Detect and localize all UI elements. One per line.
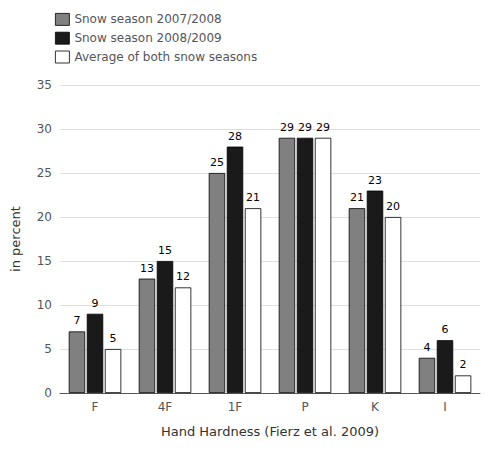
svg-text:5: 5 [44, 342, 52, 356]
svg-text:in percent: in percent [8, 206, 23, 272]
svg-text:F: F [92, 400, 99, 414]
svg-text:23: 23 [368, 174, 382, 187]
svg-text:Hand Hardness (Fierz et al. 20: Hand Hardness (Fierz et al. 2009) [161, 424, 379, 439]
svg-text:4: 4 [423, 341, 430, 354]
svg-text:29: 29 [280, 121, 294, 134]
svg-text:Snow season 2007/2008: Snow season 2007/2008 [74, 12, 221, 26]
svg-text:15: 15 [37, 254, 52, 268]
svg-text:K: K [371, 400, 380, 414]
svg-text:0: 0 [44, 386, 52, 400]
svg-text:28: 28 [228, 130, 242, 143]
svg-text:7: 7 [73, 314, 80, 327]
svg-text:13: 13 [140, 262, 154, 275]
svg-text:29: 29 [316, 121, 330, 134]
svg-text:15: 15 [158, 244, 172, 257]
svg-text:Average of both snow seasons: Average of both snow seasons [74, 50, 257, 64]
svg-text:4F: 4F [158, 400, 173, 414]
svg-text:Snow season 2008/2009: Snow season 2008/2009 [74, 31, 221, 45]
svg-text:5: 5 [110, 332, 117, 345]
svg-text:30: 30 [37, 122, 52, 136]
svg-text:1F: 1F [228, 400, 243, 414]
svg-text:25: 25 [37, 166, 52, 180]
svg-text:2: 2 [460, 358, 467, 371]
svg-text:21: 21 [246, 191, 260, 204]
svg-text:35: 35 [37, 78, 52, 92]
svg-text:20: 20 [37, 210, 52, 224]
svg-text:I: I [443, 400, 447, 414]
svg-text:6: 6 [442, 323, 449, 336]
svg-text:21: 21 [350, 191, 364, 204]
svg-text:29: 29 [298, 121, 312, 134]
svg-text:9: 9 [92, 297, 99, 310]
svg-text:10: 10 [37, 298, 52, 312]
svg-text:25: 25 [210, 156, 224, 169]
svg-text:P: P [301, 400, 308, 414]
svg-text:12: 12 [176, 270, 190, 283]
svg-text:20: 20 [386, 200, 400, 213]
